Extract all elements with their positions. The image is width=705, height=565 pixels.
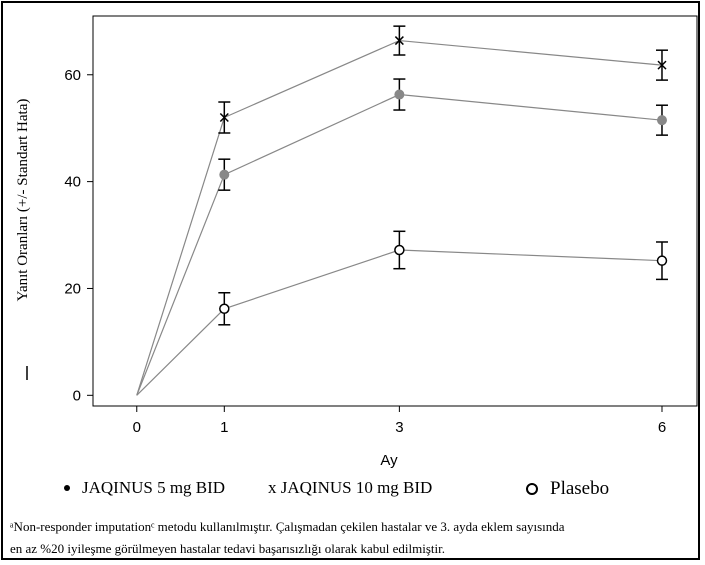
- y-tick-label: 60: [64, 67, 81, 84]
- y-axis-title: Yanıt Oranları (+/- Standart Hata): [15, 99, 31, 302]
- data-point-filled-circle: [656, 115, 667, 126]
- series-line: [136, 39, 663, 396]
- legend-label: x JAQINUS 10 mg BID: [268, 478, 433, 497]
- x-axis-title: Ay: [380, 452, 398, 469]
- plot-area-border: [92, 15, 698, 407]
- filled-circle-marker-icon: [64, 485, 70, 491]
- x-tick-label: 0: [133, 419, 141, 436]
- legend-item-jaqinus-10mg: x JAQINUS 10 mg BID: [268, 478, 432, 498]
- data-point-x: [657, 60, 667, 70]
- data-point-open-circle: [394, 244, 405, 256]
- legend-item-jaqinus-5mg: JAQINUS 5 mg BID: [64, 478, 225, 498]
- y-tick-label: 0: [73, 387, 81, 404]
- data-point-filled-circle: [394, 89, 405, 100]
- footnote-line-1: ᵃNon-responder imputationᶜ metodu kullan…: [10, 519, 565, 534]
- x-tick-label: 1: [220, 419, 228, 436]
- y-tick-label: 20: [64, 280, 81, 297]
- legend-label: JAQINUS 5 mg BID: [82, 478, 226, 497]
- y-tick-label: 40: [64, 174, 81, 191]
- data-point-x: [394, 36, 404, 46]
- series-line: [136, 249, 663, 396]
- data-point-open-circle: [656, 255, 668, 266]
- data-point-filled-circle: [219, 169, 230, 180]
- data-markers: [219, 36, 668, 315]
- x-tick-label: 6: [658, 419, 666, 436]
- x-tick-label: 3: [395, 419, 403, 436]
- error-bars: [218, 25, 668, 326]
- series-line: [136, 93, 663, 396]
- data-point-x: [219, 112, 229, 123]
- series-lines: [136, 39, 663, 396]
- legend-label: Plasebo: [550, 478, 610, 499]
- footnote-line-2: en az %20 iyileşme görülmeyen hastalar t…: [10, 541, 446, 556]
- open-circle-marker-icon: [526, 483, 538, 495]
- legend-item-plasebo: Plasebo: [526, 478, 609, 500]
- data-point-open-circle: [219, 303, 230, 315]
- footnote: ᵃNon-responder imputationᶜ metodu kullan…: [10, 516, 698, 560]
- chart-legend: JAQINUS 5 mg BID x JAQINUS 10 mg BID Pla…: [0, 478, 705, 506]
